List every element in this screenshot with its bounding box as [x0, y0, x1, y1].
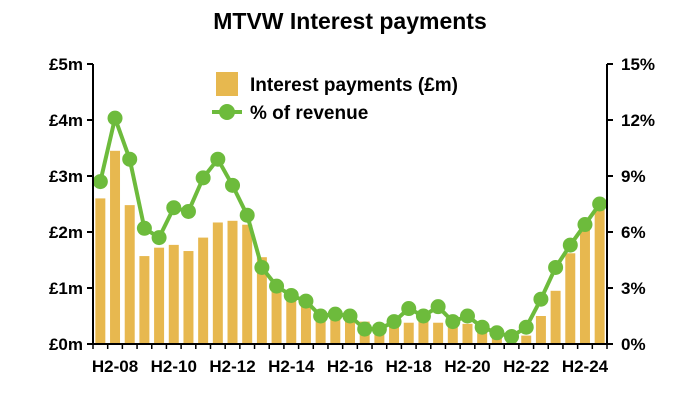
bar	[168, 244, 179, 344]
x-tick-label: H2-10	[151, 357, 197, 376]
x-tick-label: H2-22	[503, 357, 549, 376]
bar	[315, 310, 326, 344]
bar	[389, 326, 400, 344]
bar	[95, 198, 106, 344]
bar	[462, 323, 473, 344]
line-point	[136, 220, 152, 236]
right-tick-label: 12%	[621, 111, 655, 130]
bar	[124, 205, 135, 344]
bar	[477, 327, 488, 344]
bar	[418, 321, 429, 344]
bar	[565, 253, 576, 344]
x-tick-label: H2-20	[444, 357, 490, 376]
right-tick-label: 3%	[621, 279, 646, 298]
bar	[154, 247, 165, 344]
line-point	[415, 308, 431, 324]
bar	[271, 282, 282, 344]
line-point	[592, 196, 608, 212]
line-point	[151, 230, 167, 246]
bar	[300, 303, 311, 344]
legend-label-revenue: % of revenue	[250, 103, 368, 124]
chart-title: MTVW Interest payments	[213, 8, 487, 34]
left-tick-label: £0m	[49, 335, 83, 354]
bar	[183, 251, 194, 344]
bar	[286, 296, 297, 344]
bar	[110, 150, 121, 344]
line-point	[107, 110, 123, 126]
bar	[212, 222, 223, 344]
line-point	[225, 177, 241, 193]
line-point	[474, 319, 490, 335]
bar	[550, 290, 561, 344]
bar	[227, 220, 238, 344]
line-point	[122, 151, 138, 167]
bar	[345, 317, 355, 344]
bar	[579, 226, 590, 344]
line-point	[371, 321, 387, 337]
right-tick-label: 6%	[621, 223, 646, 242]
legend-bar-swatch	[216, 72, 238, 96]
x-tick-label: H2-12	[209, 357, 255, 376]
x-tick-label: H2-14	[268, 357, 315, 376]
line-point	[533, 291, 549, 307]
line-point	[254, 259, 270, 275]
bar	[447, 322, 458, 344]
right-tick-label: 15%	[621, 55, 655, 74]
x-tick-label: H2-24	[562, 357, 609, 376]
line-point	[489, 325, 505, 341]
legend-line-marker	[219, 104, 235, 120]
left-tick-label: £1m	[49, 279, 83, 298]
line-point	[166, 200, 182, 216]
line-point	[577, 217, 593, 233]
line-point	[518, 319, 534, 335]
line-point	[313, 308, 329, 324]
line-point	[386, 314, 402, 330]
line-point	[239, 207, 255, 223]
x-tick-label: H2-16	[327, 357, 373, 376]
line-point	[269, 278, 285, 294]
bar	[535, 316, 546, 344]
left-tick-label: £3m	[49, 167, 83, 186]
left-tick-label: £5m	[49, 55, 83, 74]
line-point	[210, 151, 226, 167]
bar	[139, 256, 150, 344]
left-tick-label: £2m	[49, 223, 83, 242]
left-tick-label: £4m	[49, 111, 83, 130]
line-point	[459, 308, 475, 324]
line-point	[283, 287, 299, 303]
line-point	[445, 314, 461, 330]
line-point	[298, 293, 314, 309]
bar	[242, 224, 253, 344]
line-point	[430, 299, 446, 315]
line-point	[180, 203, 196, 219]
bar	[256, 257, 267, 344]
line-point	[327, 306, 343, 322]
bar	[521, 335, 532, 344]
x-tick-label: H2-18	[386, 357, 432, 376]
bar	[330, 316, 341, 344]
line-point	[357, 321, 373, 337]
right-tick-label: 0%	[621, 335, 646, 354]
line-point	[195, 170, 211, 186]
line-point	[92, 174, 108, 190]
bar	[594, 209, 605, 344]
bar	[403, 322, 414, 344]
bar	[198, 237, 209, 344]
bar	[433, 322, 444, 344]
line-point	[548, 259, 564, 275]
line-point	[504, 329, 520, 345]
legend-label-interest: Interest payments (£m)	[250, 75, 458, 96]
line-point	[562, 237, 578, 253]
line-point	[342, 308, 358, 324]
right-tick-label: 9%	[621, 167, 646, 186]
x-tick-label: H2-08	[92, 357, 138, 376]
line-point	[401, 301, 417, 317]
